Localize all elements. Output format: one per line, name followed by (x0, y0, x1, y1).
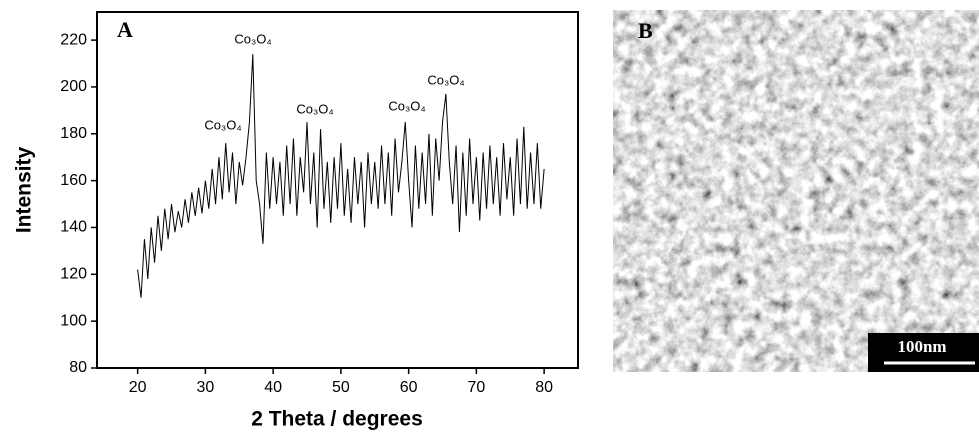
y-tick-label: 80 (69, 359, 87, 376)
y-tick-label: 180 (60, 125, 87, 142)
x-axis-label: 2 Theta / degrees (251, 408, 423, 431)
x-tick-label: 40 (264, 379, 282, 396)
peak-annotation: Co₃O₄ (388, 98, 425, 113)
panel-label: A (117, 17, 133, 42)
x-tick-label: 30 (196, 379, 214, 396)
plot: 80 100 120 140 160 180 200 220 20 30 40 50 60 70 80 Co₃… (60, 31, 553, 396)
x-tick-label: 80 (535, 379, 553, 396)
y-tick-label: 140 (60, 219, 87, 236)
scale-bar-box (868, 333, 979, 372)
peak-annotation: Co₃O₄ (427, 72, 464, 87)
x-tick-label: 50 (332, 379, 350, 396)
x-tick-label: 70 (467, 379, 485, 396)
y-tick-label: 200 (60, 78, 87, 95)
peak-annotation: Co₃O₄ (296, 101, 333, 116)
y-tick-label: 120 (60, 266, 87, 283)
scale-bar-label: 100nm (897, 337, 946, 356)
plot-frame (96, 11, 579, 369)
peak-annotation: Co₃O₄ (234, 31, 271, 46)
y-tick-label: 100 (60, 312, 87, 329)
sem-texture (613, 10, 979, 372)
panel-label: B (638, 18, 653, 43)
y-tick-label: 220 (60, 31, 87, 48)
y-tick-label: 160 (60, 172, 87, 189)
x-tick-label: 60 (400, 379, 418, 396)
peak-annotation: Co₃O₄ (204, 117, 241, 132)
xrd-line (137, 54, 545, 298)
y-axis-label: Intensity (13, 147, 36, 234)
x-tick-label: 20 (129, 379, 147, 396)
